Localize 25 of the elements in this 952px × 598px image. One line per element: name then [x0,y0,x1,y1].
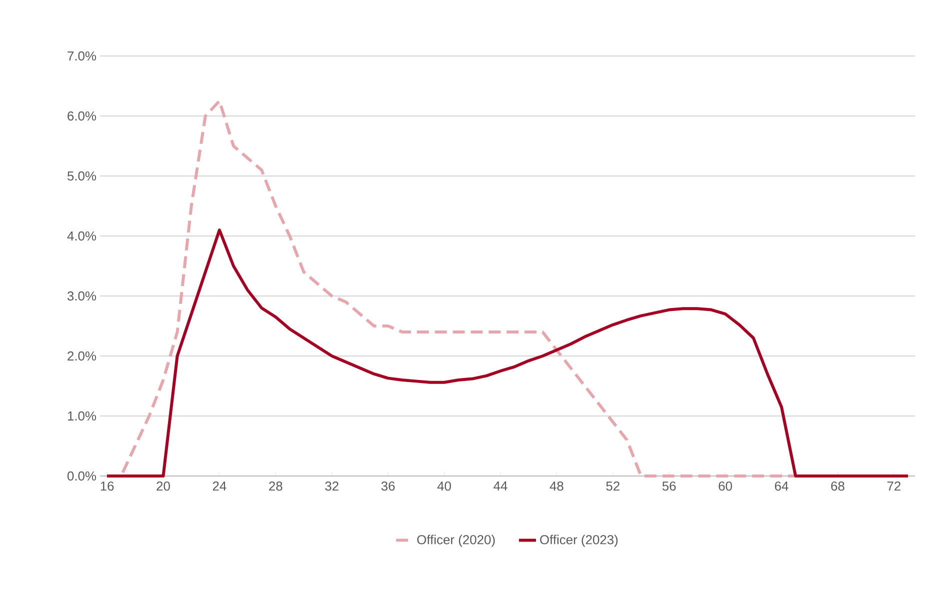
x-tick-label: 36 [381,481,395,491]
y-tick-label: 6.0% [68,111,96,121]
x-tick-label: 72 [887,481,900,491]
y-tick-label: 3.0% [67,291,96,301]
legend-label: Officer (2020) [417,534,495,547]
x-tick-label: 16 [100,481,114,491]
y-tick-label: 7.0% [68,51,96,61]
y-tick-label: 5.0% [67,171,96,181]
x-tick-label: 20 [156,481,170,491]
x-tick-label: 40 [437,481,451,491]
x-tick-label: 52 [606,481,620,491]
x-tick-label: 60 [718,481,732,491]
y-tick-label: 4.0% [67,231,96,241]
x-tick-label: 32 [325,481,338,491]
x-tick-label: 48 [550,481,564,491]
x-tick-label: 68 [831,481,844,491]
y-tick-label: 2.0% [68,351,96,361]
x-tick-label: 56 [662,481,676,491]
x-tick-label: 44 [494,482,508,490]
x-tick-label: 64 [774,481,788,491]
y-tick-label: 1.0% [68,411,96,421]
legend-label: Officer (2023) [540,534,618,547]
y-tick-label: 0.0% [67,471,96,481]
x-tick-label: 24 [212,481,226,491]
x-tick-label: 28 [269,481,282,491]
